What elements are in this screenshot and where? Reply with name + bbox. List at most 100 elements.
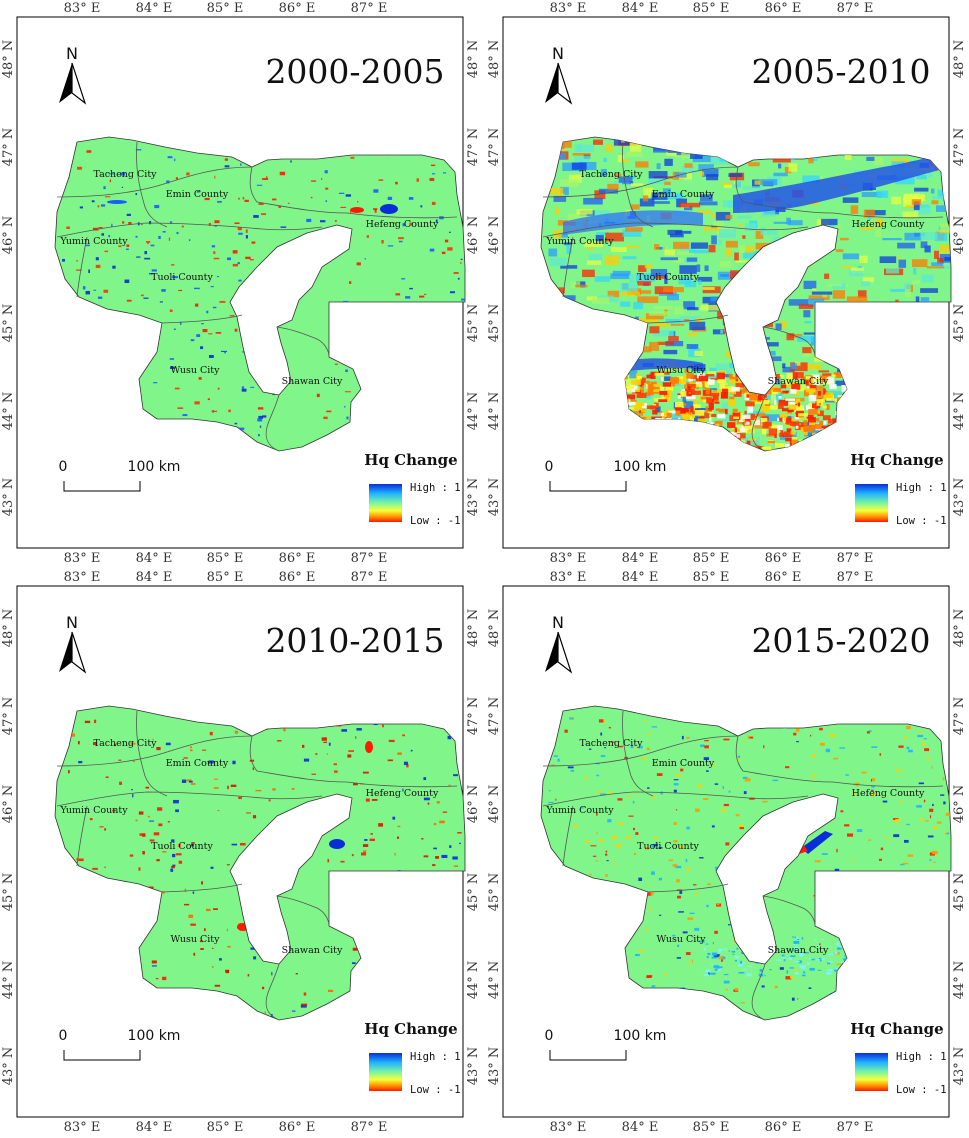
scale-distance: 100 km [614,459,667,475]
legend-title: Hq Change [364,451,457,469]
scale-distance: 100 km [128,1028,181,1044]
legend-low: Low : -1 [410,515,461,527]
lon-tick-bottom: 83° E [550,551,587,566]
lon-tick-bottom: 84° E [622,551,659,566]
county-label: Emin County [652,189,715,200]
county-label: Shawan City [282,945,343,956]
legend: Hq Change High : 1 Low : -1 [850,451,946,527]
legend-high: High : 1 [410,482,461,494]
legend-title: Hq Change [850,1020,943,1038]
county-label: Hefeng County [366,788,439,799]
lon-tick-top: 83° E [550,1,587,16]
north-label: N [552,613,564,632]
lat-tick-right: 44° N [466,961,481,1000]
legend-color-ramp [369,1053,402,1091]
county-label: Yumin County [545,236,614,247]
lat-tick-right: 48° N [466,609,481,648]
lon-tick-top: 86° E [765,1,802,16]
lat-tick-right: 47° N [466,697,481,736]
county-label: Tuoli County [637,272,699,283]
county-label: Yumin County [59,236,128,247]
county-label: Wusu City [170,365,220,376]
county-label: Emin County [166,189,229,200]
lon-tick-bottom: 85° E [693,551,730,566]
county-label: Wusu City [656,934,706,945]
lat-tick-right: 45° N [952,304,967,343]
lat-tick-left: 44° N [1,961,16,1000]
lon-tick-top: 85° E [207,570,244,585]
lat-tick-left: 48° N [487,609,502,648]
lat-tick-left: 45° N [487,873,502,912]
county-label: Yumin County [59,805,128,816]
lat-tick-right: 48° N [466,40,481,79]
lat-tick-left: 44° N [487,392,502,431]
lat-tick-right: 48° N [952,40,967,79]
county-label: Tacheng City [93,169,157,180]
lat-tick-right: 46° N [952,785,967,824]
county-label: Yumin County [545,805,614,816]
north-label: N [66,44,78,63]
lat-tick-right: 48° N [952,609,967,648]
lon-tick-bottom: 87° E [351,551,388,566]
lat-tick-left: 45° N [1,304,16,343]
north-arrow-icon: N [545,44,573,105]
lat-tick-left: 43° N [487,478,502,517]
lon-tick-top: 87° E [351,1,388,16]
legend: Hq Change High : 1 Low : -1 [850,1020,946,1096]
county-label: Emin County [652,758,715,769]
legend-high: High : 1 [896,1051,947,1063]
lon-tick-bottom: 86° E [279,1120,316,1135]
county-label: Hefeng County [852,788,925,799]
north-arrow-icon: N [545,613,573,674]
lon-tick-top: 86° E [765,570,802,585]
lon-tick-bottom: 83° E [64,551,101,566]
lon-tick-bottom: 86° E [279,551,316,566]
lat-tick-right: 44° N [466,392,481,431]
lat-tick-left: 48° N [1,609,16,648]
north-arrow-icon: N [59,44,87,105]
scale-zero: 0 [59,1028,68,1044]
county-label: Tacheng City [579,738,643,749]
panel-title: 2000-2005 [265,52,444,91]
map-panel-2005-2010: Tacheng City Emin County Yumin County Tuoli… [487,1,967,566]
scale-distance: 100 km [614,1028,667,1044]
lat-tick-left: 43° N [1,1047,16,1086]
lat-tick-left: 44° N [487,961,502,1000]
lat-tick-right: 46° N [466,216,481,255]
lon-tick-bottom: 84° E [136,551,173,566]
county-label: Wusu City [656,365,706,376]
legend-title: Hq Change [364,1020,457,1038]
lon-tick-bottom: 84° E [622,1120,659,1135]
map-panel-2000-2005: Tacheng City Emin County Yumin County Tuoli… [1,1,481,566]
county-label: Shawan City [282,376,343,387]
map-panel-2015-2020: Tacheng City Emin County Yumin County Tuoli… [487,570,967,1135]
lon-tick-top: 86° E [279,1,316,16]
lon-tick-bottom: 83° E [550,1120,587,1135]
lon-tick-top: 84° E [136,570,173,585]
lat-tick-left: 46° N [1,216,16,255]
county-label: Shawan City [768,945,829,956]
lon-tick-top: 87° E [837,570,874,585]
county-label: Hefeng County [366,219,439,230]
legend-title: Hq Change [850,451,943,469]
lat-tick-right: 43° N [952,478,967,517]
legend-color-ramp [855,484,888,522]
lat-tick-right: 45° N [466,304,481,343]
lat-tick-right: 43° N [466,1047,481,1086]
hq-change-patches [548,716,951,1016]
lon-tick-bottom: 83° E [64,1120,101,1135]
lon-tick-top: 84° E [622,570,659,585]
lat-tick-right: 45° N [952,873,967,912]
county-label: Tuoli County [151,841,213,852]
lat-tick-left: 43° N [487,1047,502,1086]
lon-tick-top: 85° E [207,1,244,16]
panel-title: 2010-2015 [265,621,444,660]
lon-tick-top: 83° E [550,570,587,585]
scale-zero: 0 [545,1028,554,1044]
lon-tick-top: 85° E [693,570,730,585]
lon-tick-bottom: 87° E [351,1120,388,1135]
legend-high: High : 1 [410,1051,461,1063]
hq-change-patches [62,147,465,449]
lat-tick-left: 45° N [487,304,502,343]
